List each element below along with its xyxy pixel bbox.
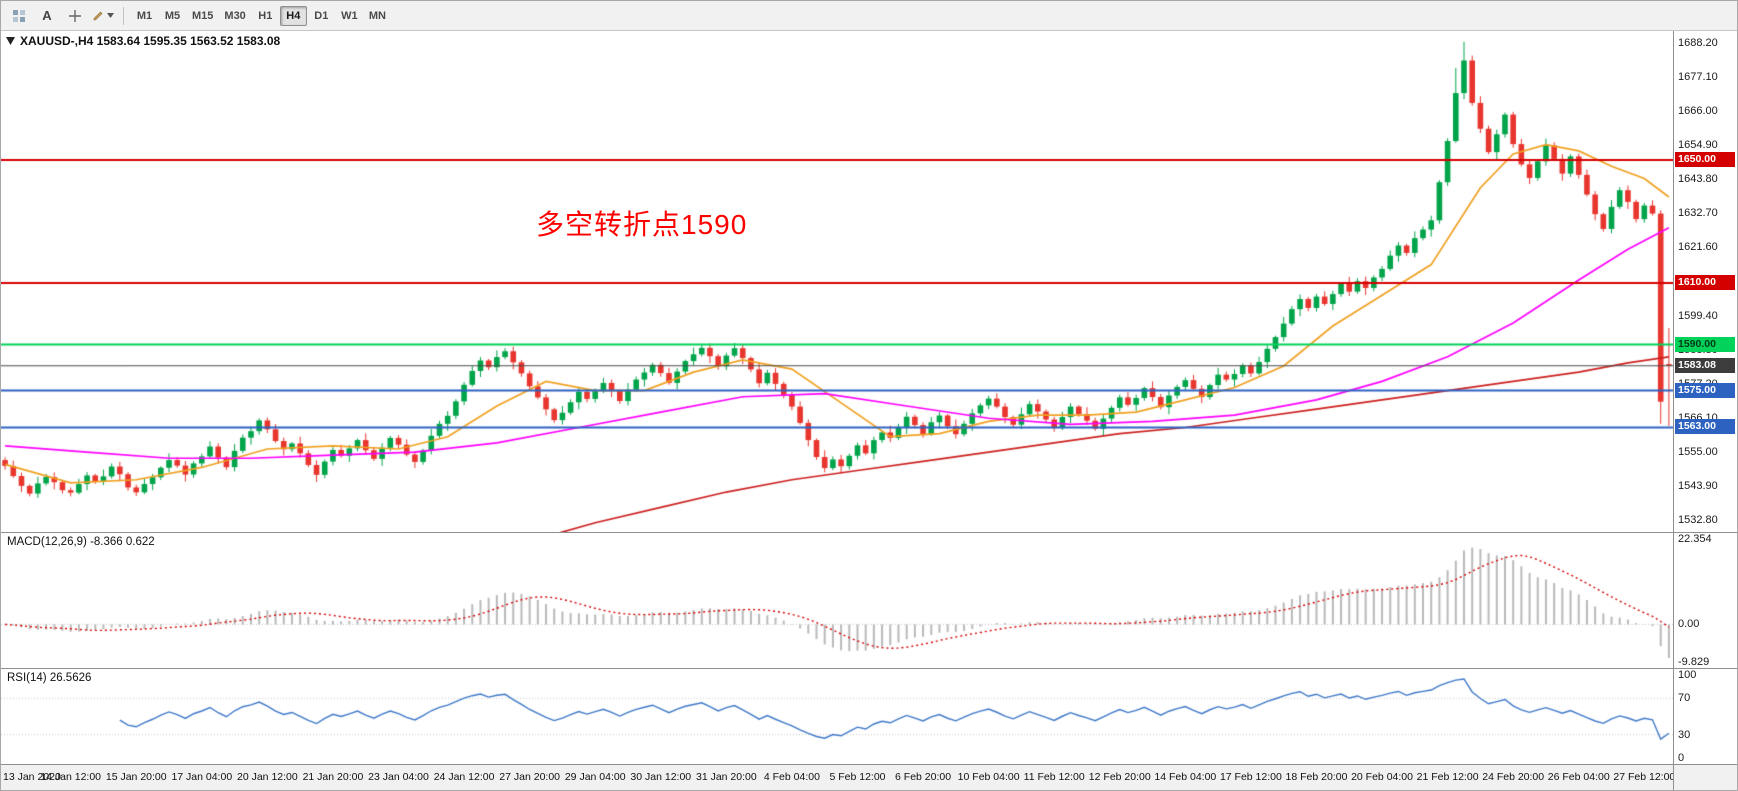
- ohlc-readout: XAUUSD-,H4 1583.64 1595.35 1563.52 1583.…: [20, 34, 281, 48]
- time-axis-label: 20 Jan 12:00: [237, 771, 298, 783]
- price-level-badge: 1650.00: [1675, 152, 1735, 168]
- timeframe-h4-button[interactable]: H4: [279, 5, 307, 26]
- rsi-panel: RSI(14) 26.5626 100 70 30 0: [1, 668, 1737, 764]
- price-tick-label: 1654.90: [1678, 139, 1718, 152]
- text-tool-icon: A: [42, 8, 52, 23]
- time-axis-label: 26 Feb 04:00: [1547, 771, 1610, 783]
- chevron-down-icon: [107, 13, 114, 18]
- price-tick-label: 1555.00: [1678, 446, 1718, 459]
- rsi-scale[interactable]: 100 70 30 0: [1673, 669, 1737, 764]
- macd-axis-label: -9.829: [1678, 656, 1710, 668]
- rsi-axis-label: 0: [1678, 752, 1685, 764]
- time-axis-label: 27 Feb 12:00: [1613, 771, 1673, 783]
- annotation-text[interactable]: 多空转折点1590: [536, 209, 748, 240]
- grid-icon: [13, 9, 25, 22]
- time-axis-label: 13 Jan 2020: [3, 771, 61, 783]
- time-axis-label: 10 Feb 04:00: [957, 771, 1020, 783]
- crosshair-tool-button[interactable]: [62, 5, 88, 27]
- price-tick-label: 1621.60: [1678, 241, 1718, 254]
- toolbar: A M1 M5 M15 M30 H1 H4 D1 W1 MN: [1, 1, 1737, 31]
- price-tick-label: 1643.80: [1678, 173, 1718, 186]
- timeframe-w1-button[interactable]: W1: [336, 6, 363, 26]
- time-axis-label: 17 Jan 04:00: [171, 771, 233, 783]
- time-axis-label: 5 Feb 12:00: [829, 771, 886, 783]
- price-scale[interactable]: 1688.20 1677.10 1666.00 1654.90 1643.80 1632.…: [1673, 31, 1737, 532]
- macd-plot[interactable]: MACD(12,26,9) -8.366 0.622: [1, 533, 1673, 668]
- toolbar-separator: [123, 6, 124, 25]
- macd-panel: MACD(12,26,9) -8.366 0.622 22.354 0.00 -9.…: [1, 532, 1737, 668]
- time-axis[interactable]: 13 Jan 2020 14 Jan 12:00 15 Jan 20:00 17 Ja…: [1, 764, 1737, 790]
- rsi-axis-label: 100: [1678, 669, 1697, 681]
- time-axis-label: 14 Feb 04:00: [1154, 771, 1217, 783]
- time-axis-label: 11 Feb 12:00: [1023, 771, 1085, 783]
- chart-header: XAUUSD-,H4 1583.64 1595.35 1563.52 1583.…: [6, 34, 280, 48]
- timeframe-h1-button[interactable]: H1: [252, 6, 279, 26]
- time-axis-label: 17 Feb 12:00: [1219, 771, 1282, 783]
- macd-label: MACD(12,26,9) -8.366 0.622: [7, 536, 155, 548]
- time-axis-label: 24 Feb 20:00: [1482, 771, 1545, 783]
- price-tick-label: 1688.20: [1678, 36, 1718, 49]
- time-axis-label: 21 Feb 12:00: [1416, 771, 1479, 783]
- price-level-badge: 1590.00: [1675, 336, 1735, 352]
- timeframe-m30-button[interactable]: M30: [219, 6, 250, 26]
- price-tick-label: 1677.10: [1678, 70, 1718, 83]
- candlestick-canvas[interactable]: [1, 31, 1673, 532]
- macd-canvas[interactable]: [1, 533, 1673, 668]
- time-axis-label: 12 Feb 20:00: [1088, 771, 1151, 783]
- rsi-axis-label: 30: [1678, 728, 1691, 741]
- price-plot[interactable]: XAUUSD-,H4 1583.64 1595.35 1563.52 1583.…: [1, 31, 1673, 532]
- macd-axis-label: 22.354: [1678, 533, 1712, 545]
- macd-axis-label: 0.00: [1678, 618, 1700, 631]
- macd-scale[interactable]: 22.354 0.00 -9.829: [1673, 533, 1737, 668]
- timeframe-m5-button[interactable]: M5: [159, 6, 186, 26]
- time-axis-label: 15 Jan 20:00: [105, 771, 167, 783]
- time-axis-label: 6 Feb 20:00: [895, 771, 952, 783]
- price-tick-label: 1532.80: [1678, 514, 1718, 527]
- price-tick-label: 1632.70: [1678, 207, 1718, 220]
- time-axis-label: 18 Feb 20:00: [1285, 771, 1348, 783]
- rsi-plot[interactable]: RSI(14) 26.5626: [1, 669, 1673, 764]
- time-axis-label: 21 Jan 20:00: [302, 771, 364, 783]
- time-axis-label: 27 Jan 20:00: [499, 771, 560, 783]
- price-tick-label: 1543.90: [1678, 480, 1718, 493]
- chart-windows-button[interactable]: [6, 5, 32, 27]
- axis-corner: [1673, 765, 1737, 790]
- time-axis-label: 31 Jan 20:00: [695, 771, 757, 783]
- rsi-axis-label: 70: [1678, 692, 1691, 705]
- symbol-menu-icon[interactable]: [6, 37, 15, 45]
- timeframe-m15-button[interactable]: M15: [187, 6, 218, 26]
- price-tick-label: 1666.00: [1678, 104, 1718, 117]
- current-price-badge: 1583.08: [1675, 357, 1735, 373]
- time-axis-label: 14 Jan 12:00: [40, 771, 102, 783]
- timeframe-mn-button[interactable]: MN: [364, 6, 391, 26]
- rsi-label: RSI(14) 26.5626: [7, 672, 92, 684]
- price-level-badge: 1575.00: [1675, 382, 1735, 398]
- time-axis-label: 23 Jan 04:00: [368, 771, 429, 783]
- time-axis-label: 29 Jan 04:00: [564, 771, 626, 783]
- timeframe-group: M1 M5 M15 M30 H1 H4 D1 W1 MN: [131, 5, 391, 26]
- pencil-icon: [93, 11, 103, 21]
- price-tick-label: 1599.40: [1678, 309, 1718, 322]
- time-axis-label: 30 Jan 12:00: [630, 771, 692, 783]
- time-axis-label: 20 Feb 04:00: [1351, 771, 1413, 783]
- time-labels[interactable]: 13 Jan 2020 14 Jan 12:00 15 Jan 20:00 17 Ja…: [1, 765, 1673, 790]
- rsi-canvas[interactable]: [1, 669, 1673, 764]
- time-axis-label: 4 Feb 04:00: [763, 771, 820, 783]
- price-level-badge: 1563.00: [1675, 419, 1735, 435]
- price-chart-panel: XAUUSD-,H4 1583.64 1595.35 1563.52 1583.…: [1, 31, 1737, 532]
- crosshair-icon: [69, 9, 81, 22]
- text-label-tool-button[interactable]: A: [34, 5, 60, 27]
- time-axis-label: 24 Jan 12:00: [433, 771, 495, 783]
- price-level-badge: 1610.00: [1675, 275, 1735, 291]
- timeframe-m1-button[interactable]: M1: [131, 6, 158, 26]
- draw-objects-dropdown[interactable]: [90, 5, 116, 27]
- timeframe-d1-button[interactable]: D1: [308, 6, 335, 26]
